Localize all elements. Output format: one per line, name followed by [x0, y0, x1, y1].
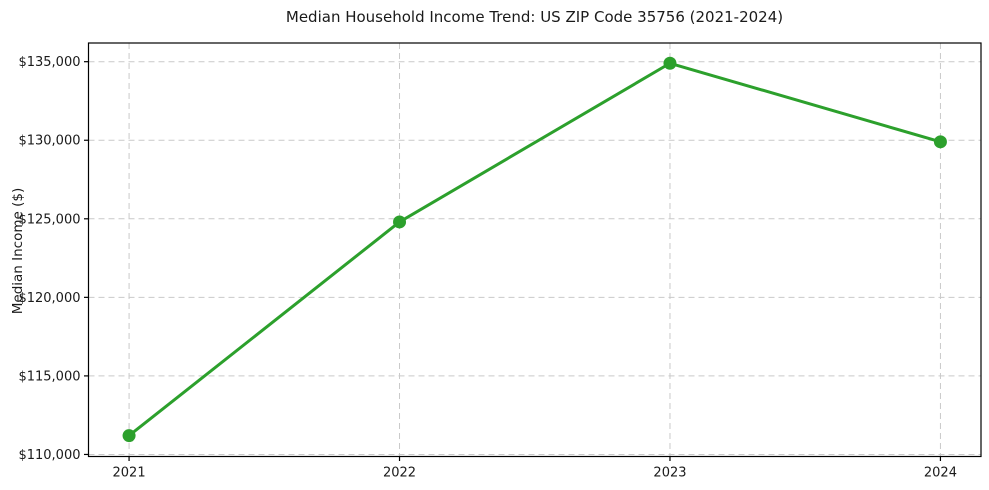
y-tick-label: $120,000 — [18, 291, 80, 306]
data-point-2021 — [122, 429, 136, 443]
x-tick-label: 2021 — [113, 466, 146, 481]
y-tick-label: $110,000 — [18, 448, 80, 463]
y-tick-label: $135,000 — [18, 55, 80, 70]
data-point-2023 — [663, 56, 677, 70]
data-point-2024 — [933, 135, 947, 149]
plot-border — [87, 42, 982, 458]
data-point-2022 — [393, 215, 407, 229]
y-tick-label: $115,000 — [18, 369, 80, 384]
trend-line — [127, 61, 942, 438]
x-tick-label: 2023 — [653, 466, 686, 481]
x-tick-label: 2022 — [383, 466, 416, 481]
chart-title: Median Household Income Trend: US ZIP Co… — [285, 8, 784, 26]
y-tick-label: $125,000 — [18, 212, 80, 227]
x-tick-label: 2024 — [924, 466, 957, 481]
y-tick-label: $130,000 — [18, 134, 80, 149]
